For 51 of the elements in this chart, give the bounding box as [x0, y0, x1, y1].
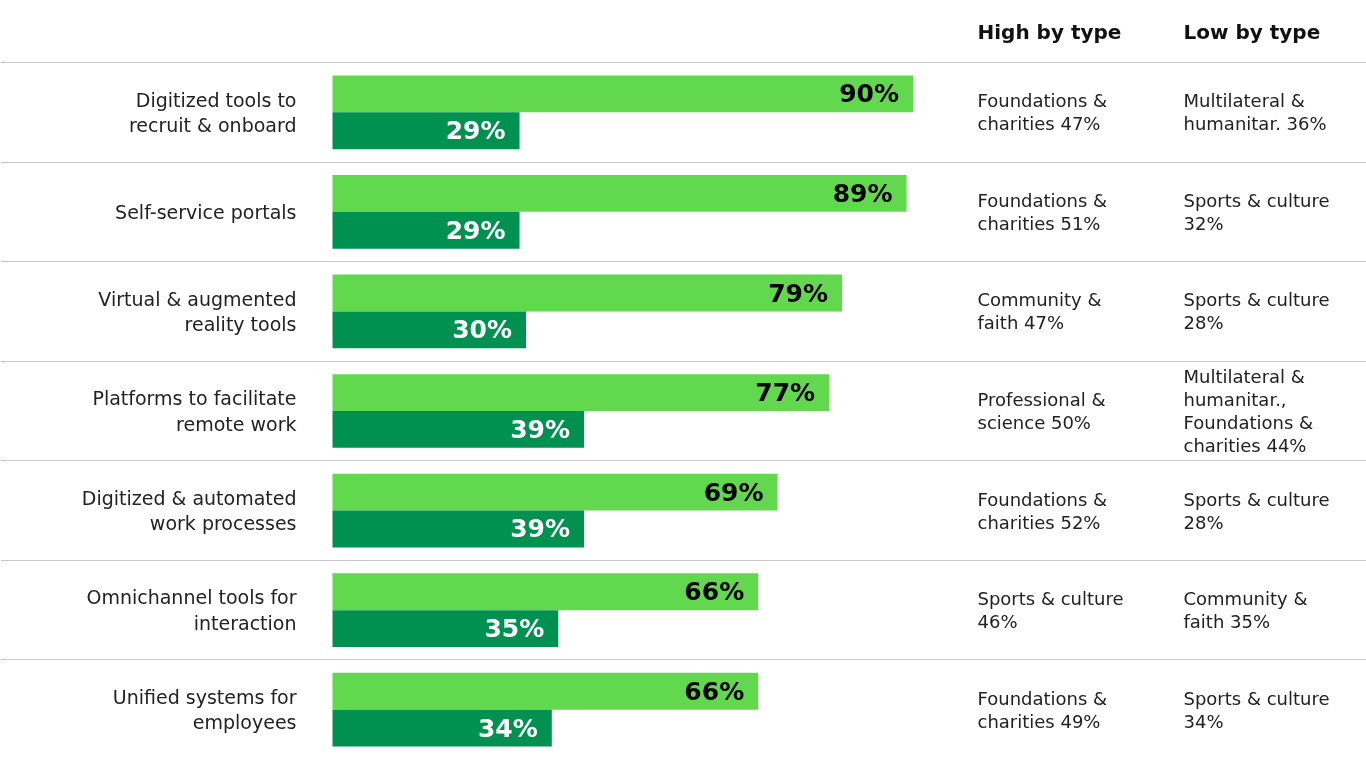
bar	[332, 411, 585, 448]
text: Sports & culture 28%	[1183, 289, 1330, 334]
data-label: 39%	[510, 414, 571, 444]
text: Multilateral & humanitar. 36%	[1183, 90, 1327, 135]
data-label: 29%	[445, 116, 506, 146]
bar	[332, 175, 907, 212]
data-label: 30%	[452, 315, 512, 345]
text: Sports & culture 28%	[1183, 488, 1330, 533]
text: Foundations & charities 47%	[977, 90, 1108, 135]
y-tick-label: Omnichannel tools for interaction	[86, 586, 297, 634]
data-label: 66%	[684, 676, 745, 706]
bar	[332, 112, 520, 150]
bar	[332, 311, 526, 349]
text: Foundations & charities 51%	[977, 189, 1108, 234]
y-tick-label: Unified systems for employees	[112, 686, 297, 734]
data-label: 89%	[832, 178, 893, 208]
data-label: 35%	[484, 614, 545, 644]
bar	[332, 473, 778, 511]
bar	[332, 672, 759, 710]
text: Foundations & charities 49%	[977, 687, 1108, 732]
bar	[332, 709, 552, 747]
data-label: 90%	[839, 79, 899, 109]
y-tick-label: Self-service portals	[115, 200, 297, 223]
data-label: 69%	[703, 477, 764, 507]
text: Sports & culture 32%	[1183, 189, 1330, 234]
text: Multilateral & humanitar., Foundations & charities 44%	[1183, 365, 1314, 457]
bar	[332, 75, 913, 113]
text: Community & faith 35%	[1183, 588, 1308, 633]
y-tick-label: Digitized & automated work processes	[81, 486, 297, 535]
y-tick-label: Platforms to facilitate remote work	[92, 387, 297, 435]
text: High by type	[977, 19, 1122, 44]
data-label: 79%	[768, 278, 829, 308]
text: Foundations & charities 52%	[977, 488, 1108, 533]
text: Professional & science 50%	[977, 388, 1106, 434]
data-label: 66%	[684, 577, 745, 607]
text: Low by type	[1183, 19, 1321, 44]
bar	[332, 211, 520, 249]
y-tick-label: Virtual & augmented reality tools	[98, 287, 297, 336]
data-label: 77%	[755, 378, 816, 408]
data-label: 34%	[477, 713, 538, 743]
bar	[332, 374, 830, 411]
data-label: 29%	[445, 215, 506, 245]
text: Sports & culture 34%	[1183, 687, 1330, 732]
bar	[332, 610, 559, 647]
y-tick-label: Digitized tools to recruit & onboard	[128, 88, 297, 136]
data-label: 39%	[510, 514, 571, 544]
text: Community & faith 47%	[977, 289, 1102, 334]
bar	[332, 510, 585, 548]
text: Sports & culture 46%	[977, 588, 1124, 633]
bar	[332, 573, 759, 611]
bar	[332, 274, 843, 312]
